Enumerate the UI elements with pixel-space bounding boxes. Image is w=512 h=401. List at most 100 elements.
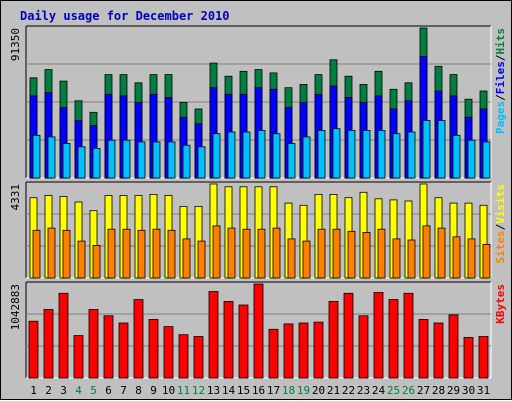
day-label-10: 10 [162, 384, 175, 397]
top-bar-pages-day-5 [92, 147, 101, 179]
bottom-bar-kbytes-day-2 [43, 309, 54, 379]
top-bar-pages-day-15 [242, 131, 251, 179]
day-label-19: 19 [297, 384, 310, 397]
bottom-bar-kbytes-day-28 [433, 322, 444, 379]
top-bar-pages-day-1 [32, 134, 41, 179]
top-bar-pages-day-25 [392, 133, 401, 179]
top-bar-pages-day-24 [377, 129, 386, 179]
top-bar-pages-day-23 [362, 129, 371, 179]
day-label-5: 5 [90, 384, 97, 397]
bottom-bar-kbytes-day-23 [358, 315, 369, 379]
middle-bar-sites-day-14 [227, 227, 236, 279]
legend-middle: Sites/Visits [494, 184, 507, 264]
legend-top: Pages/Files/Hits [494, 28, 507, 134]
legend-top-part: Files [494, 61, 507, 94]
bottom-bar-kbytes-day-12 [193, 336, 204, 379]
bottom-bar-kbytes-day-26 [403, 292, 414, 379]
bottom-bar-kbytes-day-17 [268, 328, 279, 379]
top-bar-pages-day-2 [47, 136, 56, 179]
day-label-26: 26 [402, 384, 415, 397]
middle-bar-sites-day-12 [197, 240, 206, 279]
middle-bar-sites-day-18 [287, 238, 296, 279]
top-bar-pages-day-6 [107, 139, 116, 179]
legend-middle-part: / [494, 223, 507, 230]
day-label-28: 28 [432, 384, 445, 397]
day-label-21: 21 [327, 384, 340, 397]
middle-bar-sites-day-13 [212, 225, 221, 279]
day-label-3: 3 [60, 384, 67, 397]
legend-top-part: / [494, 54, 507, 61]
top-bar-pages-day-27 [422, 120, 431, 179]
legend-top-part: / [494, 94, 507, 101]
middle-bar-sites-day-5 [92, 244, 101, 279]
middle-bar-sites-day-11 [182, 238, 191, 279]
top-bar-pages-day-20 [317, 129, 326, 179]
bottom-bar-kbytes-day-24 [373, 291, 384, 379]
bottom-bar-kbytes-day-29 [448, 314, 459, 379]
day-label-22: 22 [342, 384, 355, 397]
day-label-8: 8 [135, 384, 142, 397]
top-bar-pages-day-12 [197, 146, 206, 179]
bottom-bar-kbytes-day-30 [463, 336, 474, 379]
top-bar-pages-day-9 [152, 141, 161, 179]
day-label-17: 17 [267, 384, 280, 397]
bottom-bar-kbytes-day-5 [88, 309, 99, 379]
bottom-bar-kbytes-day-25 [388, 299, 399, 379]
bottom-bar-kbytes-day-9 [148, 318, 159, 379]
middle-bar-sites-day-3 [62, 229, 71, 279]
top-axis-max-label: 91350 [9, 28, 22, 61]
middle-bar-sites-day-4 [77, 240, 86, 279]
top-bar-pages-day-30 [467, 139, 476, 179]
top-bar-pages-day-13 [212, 133, 221, 179]
middle-bar-sites-day-29 [452, 236, 461, 279]
top-bar-pages-day-4 [77, 146, 86, 179]
day-label-9: 9 [150, 384, 157, 397]
middle-bar-sites-day-28 [437, 227, 446, 279]
bottom-bar-kbytes-day-14 [223, 300, 234, 379]
middle-bar-sites-day-19 [302, 240, 311, 279]
middle-bar-sites-day-21 [332, 228, 341, 279]
middle-bar-sites-day-15 [242, 228, 251, 279]
top-bar-pages-day-29 [452, 134, 461, 179]
chart-title: Daily usage for December 2010 [20, 9, 230, 23]
bottom-bar-kbytes-day-7 [118, 322, 129, 379]
day-label-6: 6 [105, 384, 112, 397]
day-label-11: 11 [177, 384, 190, 397]
day-label-13: 13 [207, 384, 220, 397]
day-label-2: 2 [45, 384, 52, 397]
bottom-bar-kbytes-day-11 [178, 334, 189, 379]
middle-bar-sites-day-8 [137, 229, 146, 279]
middle-bar-sites-day-16 [257, 228, 266, 279]
day-label-4: 4 [75, 384, 82, 397]
bottom-bar-kbytes-day-6 [103, 315, 114, 379]
middle-bar-sites-day-17 [272, 227, 281, 279]
middle-bar-sites-day-7 [122, 228, 131, 279]
top-bar-pages-day-17 [272, 133, 281, 179]
top-bar-pages-day-14 [227, 131, 236, 179]
middle-bar-sites-day-25 [392, 238, 401, 279]
day-label-18: 18 [282, 384, 295, 397]
day-label-1: 1 [30, 384, 37, 397]
legend-bottom-part: KBytes [494, 284, 507, 324]
day-label-27: 27 [417, 384, 430, 397]
day-label-24: 24 [372, 384, 386, 397]
bottom-bar-kbytes-day-8 [133, 299, 144, 379]
day-label-30: 30 [462, 384, 475, 397]
bottom-bar-kbytes-day-19 [298, 322, 309, 379]
top-bar-pages-day-31 [482, 141, 491, 179]
top-bar-pages-day-18 [287, 143, 296, 179]
top-bar-pages-day-19 [302, 136, 311, 179]
legend-bottom: KBytes [494, 284, 507, 324]
top-bar-pages-day-11 [182, 144, 191, 179]
legend-middle-part: Visits [494, 184, 507, 224]
legend-top-part: Hits [494, 28, 507, 55]
day-label-29: 29 [447, 384, 460, 397]
bottom-bar-kbytes-day-15 [238, 304, 249, 379]
middle-bar-sites-day-30 [467, 238, 476, 279]
middle-bar-sites-day-20 [317, 228, 326, 279]
day-label-7: 7 [120, 384, 127, 397]
day-label-14: 14 [222, 384, 236, 397]
top-bar-pages-day-10 [167, 141, 176, 179]
